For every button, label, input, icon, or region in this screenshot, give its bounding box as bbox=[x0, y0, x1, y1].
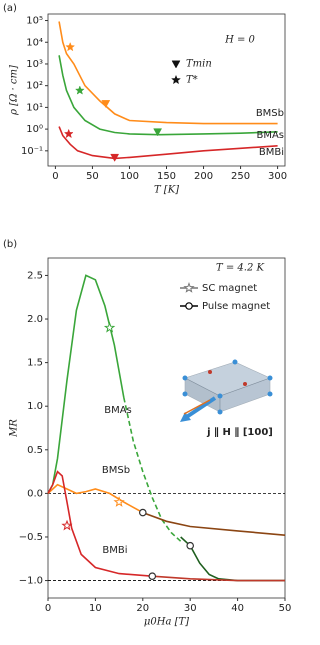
x-tick-label: 30 bbox=[184, 603, 197, 614]
x-tick-label: 0 bbox=[45, 603, 51, 614]
x-tick-label: 100 bbox=[120, 171, 139, 182]
marker bbox=[186, 541, 195, 550]
x-axis-title: T [K] bbox=[154, 185, 179, 196]
curve bbox=[47, 470, 153, 577]
marker bbox=[185, 302, 193, 310]
series-label: BMBi bbox=[259, 147, 284, 158]
x-tick-label: 200 bbox=[194, 171, 213, 182]
series-label: BMAs bbox=[256, 130, 284, 141]
x-tick-label: 250 bbox=[231, 171, 250, 182]
annotation: T = 4.2 K bbox=[216, 263, 264, 274]
y-tick-label: 2.0 bbox=[27, 314, 43, 325]
y-axis-title: MR bbox=[9, 419, 20, 438]
marker bbox=[65, 41, 76, 52]
legend-label: Pulse magnet bbox=[202, 301, 270, 312]
y-tick-label: 0.0 bbox=[27, 488, 43, 499]
x-tick-label: 150 bbox=[157, 171, 176, 182]
marker bbox=[113, 496, 125, 507]
y-axis-title: ρ [Ω · cm] bbox=[9, 65, 20, 116]
curve bbox=[152, 575, 285, 582]
series-label: BMSb bbox=[256, 108, 284, 119]
y-tick-label: 10⁴ bbox=[26, 37, 43, 48]
y-tick-label: 1.0 bbox=[27, 401, 43, 412]
curve bbox=[58, 21, 278, 125]
marker bbox=[139, 508, 147, 517]
x-tick-label: 50 bbox=[86, 171, 99, 182]
marker bbox=[171, 74, 181, 85]
annotation: H = 0 bbox=[224, 35, 255, 46]
series-label: BMBi bbox=[102, 545, 127, 556]
marker bbox=[183, 282, 195, 293]
x-tick-label: 20 bbox=[136, 603, 149, 614]
y-tick-label: 1.5 bbox=[27, 358, 43, 369]
marker bbox=[148, 572, 157, 581]
legend-label: Tmin bbox=[186, 59, 212, 70]
y-tick-label: −1.0 bbox=[19, 576, 43, 587]
x-axis-title: μ0Ha [T] bbox=[144, 617, 189, 628]
curve bbox=[58, 55, 278, 136]
y-tick-label: 10³ bbox=[26, 59, 43, 70]
curve bbox=[180, 536, 285, 582]
marker bbox=[153, 128, 163, 137]
y-tick-label: 2.5 bbox=[27, 270, 43, 281]
marker bbox=[103, 321, 116, 333]
curve bbox=[47, 483, 144, 514]
legend-label: T* bbox=[186, 75, 198, 86]
x-tick-label: 0 bbox=[52, 171, 58, 182]
marker bbox=[171, 60, 181, 69]
y-tick-label: 0.5 bbox=[27, 445, 43, 456]
y-tick-label: 10¹ bbox=[26, 102, 43, 113]
marker bbox=[61, 519, 73, 531]
x-tick-label: 50 bbox=[279, 603, 291, 614]
marker bbox=[101, 100, 111, 109]
x-tick-label: 40 bbox=[231, 603, 244, 614]
curve bbox=[142, 511, 286, 536]
series-label: BMAs bbox=[104, 405, 132, 416]
x-tick-label: 10 bbox=[89, 603, 102, 614]
curve bbox=[58, 126, 278, 160]
figure: 0 50 100 150 200 250 30010⁻¹10⁰10¹10²10³10⁴10⁵… bbox=[3, 3, 291, 628]
curve bbox=[123, 397, 182, 542]
y-tick-label: 10⁰ bbox=[26, 124, 43, 135]
series-label: BMSb bbox=[102, 465, 130, 476]
y-tick-label: −0.5 bbox=[19, 532, 43, 543]
y-tick-label: 10² bbox=[26, 81, 43, 92]
panel-label: (a) bbox=[3, 3, 17, 14]
legend-label: SC magnet bbox=[202, 283, 257, 294]
marker bbox=[74, 85, 85, 95]
marker bbox=[110, 153, 120, 162]
plot-frame bbox=[47, 257, 286, 599]
crystal-illustration bbox=[180, 359, 273, 422]
x-tick-label: 300 bbox=[268, 171, 287, 182]
y-tick-label: 10⁵ bbox=[26, 16, 43, 27]
curve bbox=[47, 274, 125, 494]
y-tick-label: 10⁻¹ bbox=[21, 146, 43, 157]
note: j ∥ H ∥ [100] bbox=[206, 427, 273, 438]
marker bbox=[63, 128, 74, 139]
panel-label: (b) bbox=[3, 239, 17, 250]
